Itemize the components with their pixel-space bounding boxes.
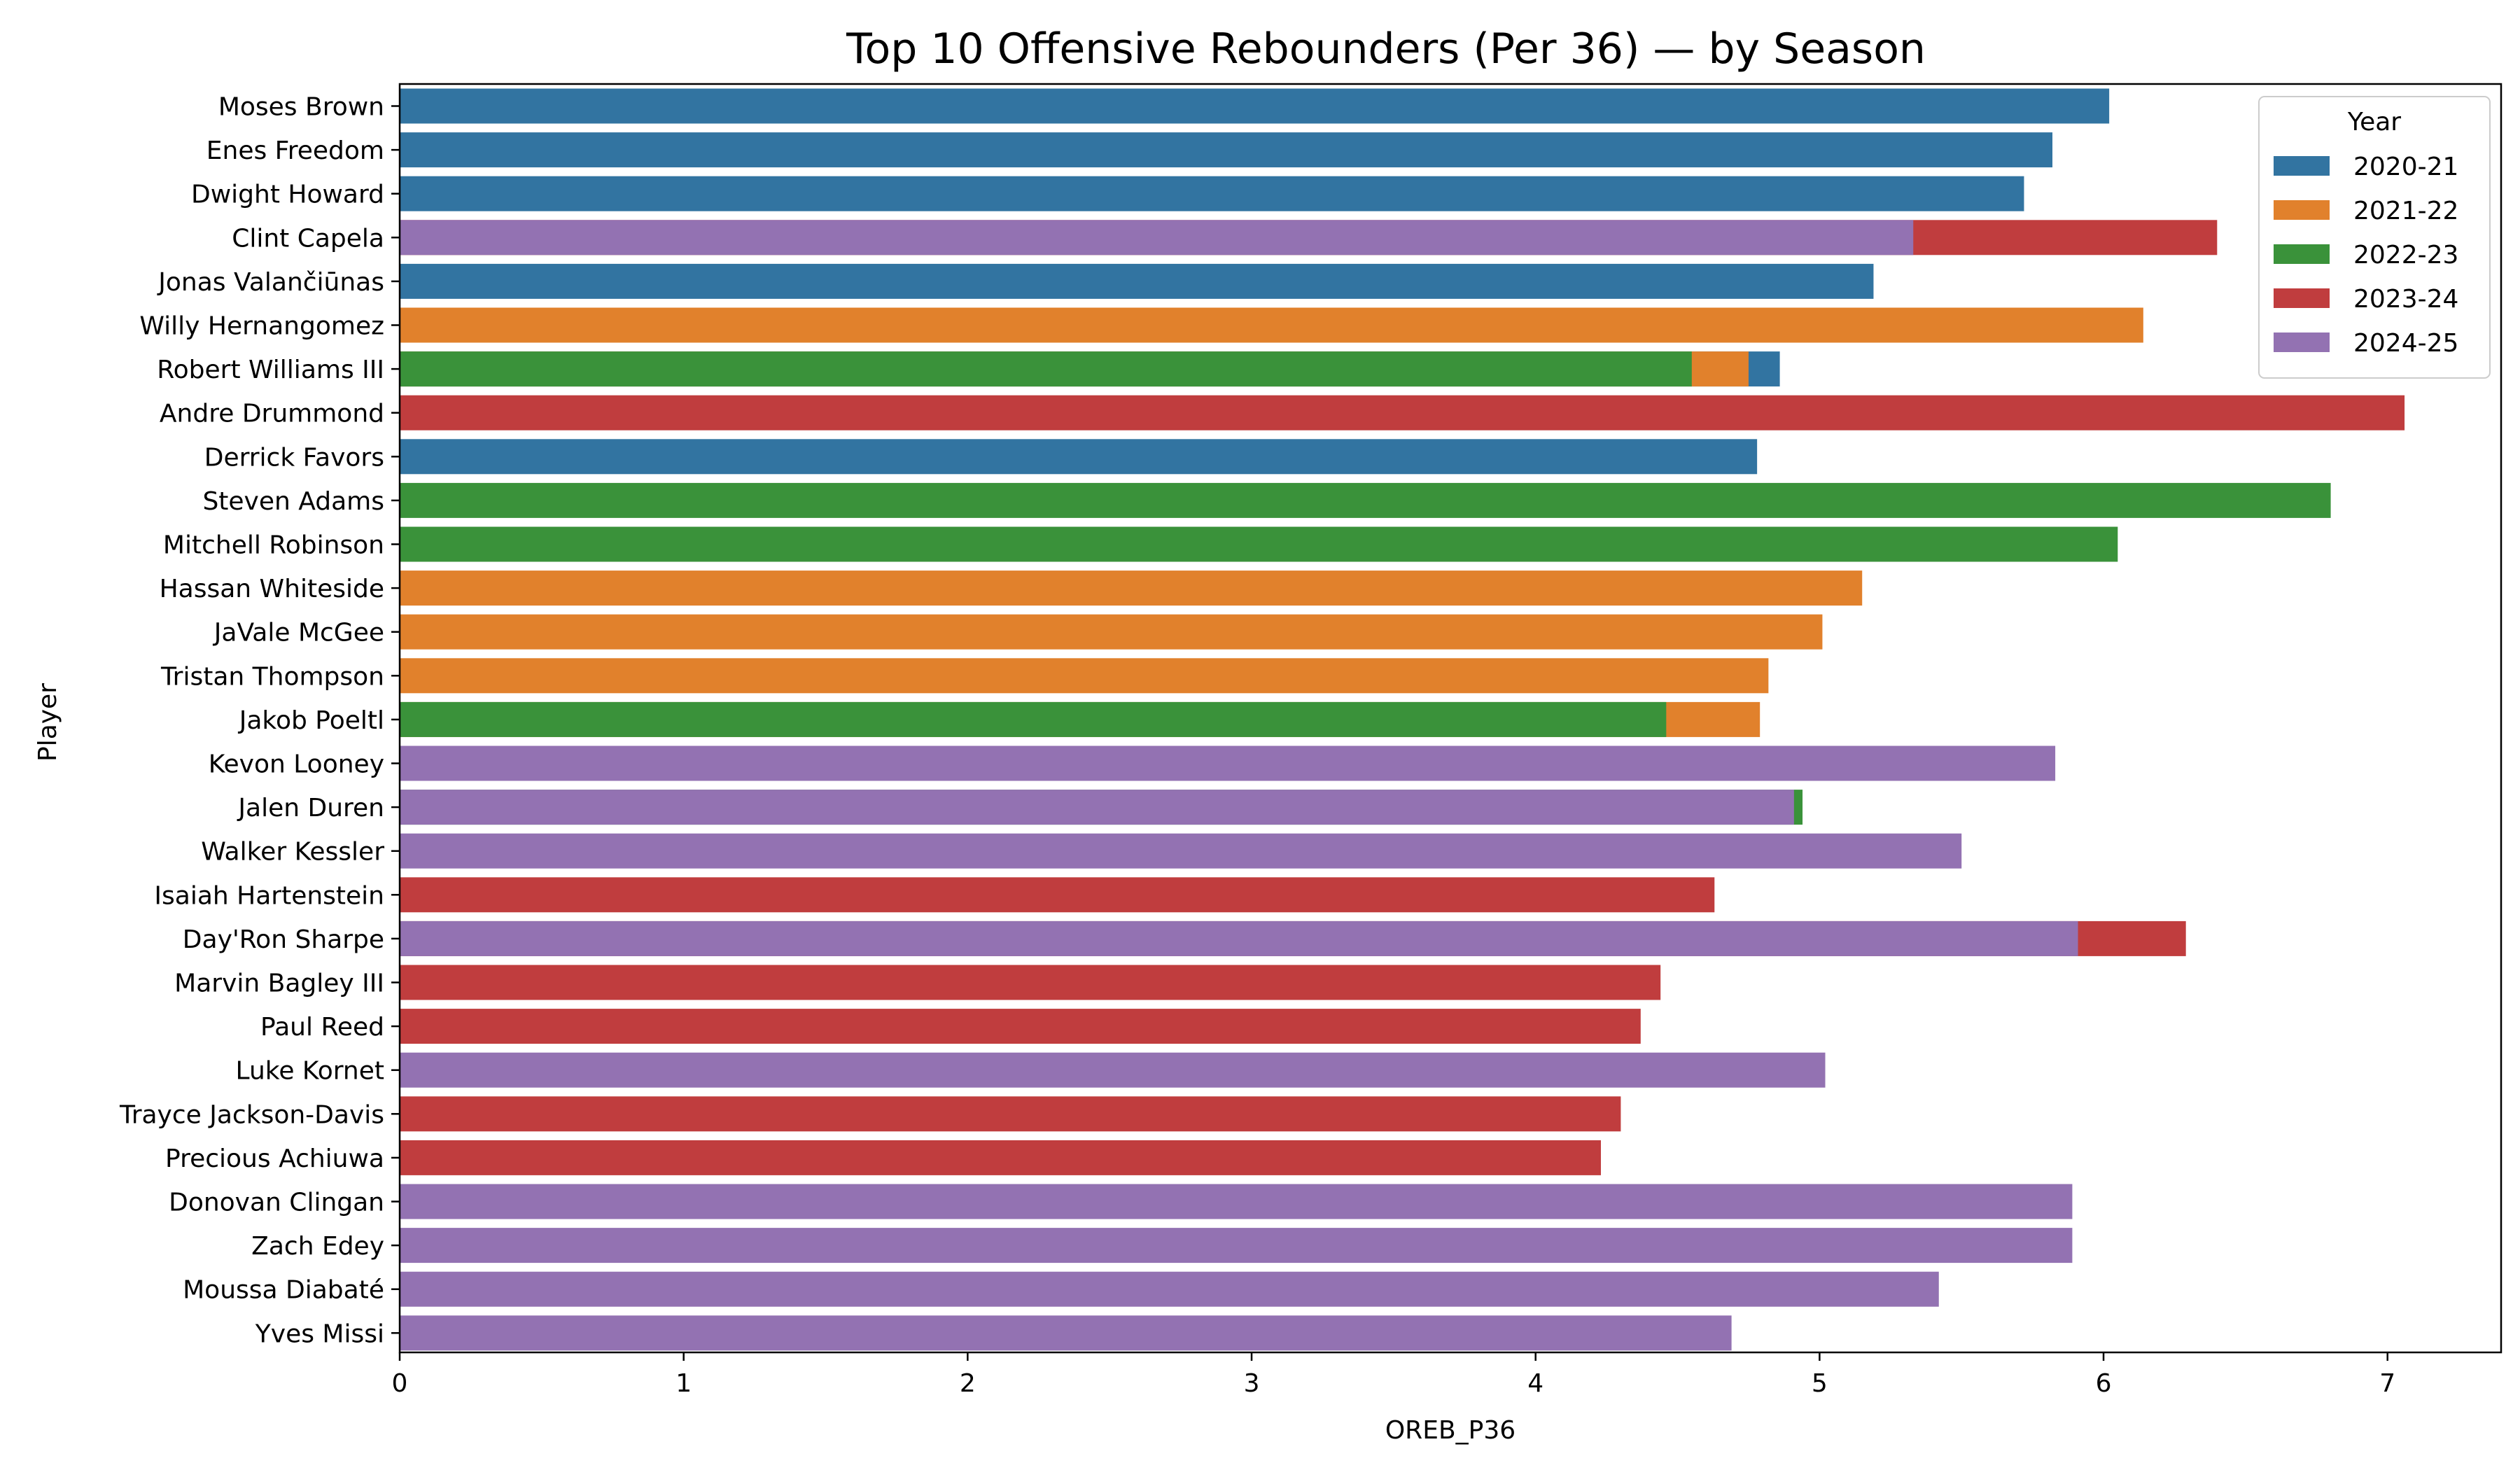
y-tick-label: Moussa Diabaté	[183, 1276, 384, 1305]
y-tick-label: Jakob Poeltl	[238, 706, 384, 735]
bar-2024-25-kevon-looney	[400, 746, 2056, 781]
y-axis-ticks: Moses Brown Enes Freedom Dwight Howard Clin…	[119, 93, 400, 1348]
x-tick-label: 2	[960, 1369, 976, 1398]
y-tick-label: Andre Drummond	[160, 400, 384, 428]
y-tick-label: Dwight Howard	[191, 181, 384, 209]
x-tick-label: 7	[2379, 1369, 2395, 1398]
legend-label: 2020-21	[2353, 153, 2458, 181]
bar-2024-25-day-ron-sharpe	[400, 920, 2078, 956]
bar-2020-21-derrick-favors	[400, 439, 1758, 475]
legend-label: 2021-22	[2353, 197, 2458, 225]
y-tick-label: Robert Williams III	[157, 356, 384, 384]
y-tick-label: Trayce Jackson-Davis	[119, 1100, 384, 1129]
bar-2024-25-clint-capela	[400, 220, 1914, 255]
y-tick-label: Steven Adams	[202, 487, 384, 516]
bar-2020-21-moses-brown	[400, 88, 2110, 124]
legend-title: Year	[2347, 108, 2401, 136]
bar-2020-21-dwight-howard	[400, 176, 2024, 211]
y-axis-label: Player	[34, 683, 62, 762]
y-tick-label: Paul Reed	[260, 1013, 384, 1042]
y-tick-label: Zach Edey	[251, 1232, 384, 1261]
x-axis-ticks: 0 1 2 3 4 5 6 7	[392, 1352, 2395, 1398]
bar-2023-24-paul-reed	[400, 1009, 1641, 1044]
bar-2023-24-andre-drummond	[400, 395, 2405, 430]
bar-2022-23-jakob-poeltl	[400, 701, 1667, 737]
legend-label: 2022-23	[2353, 241, 2458, 270]
bar-2024-25-luke-kornet	[400, 1052, 1826, 1088]
x-tick-label: 3	[1244, 1369, 1260, 1398]
x-tick-label: 5	[1812, 1369, 1828, 1398]
bar-2020-21-enes-freedom	[400, 132, 2053, 168]
legend-swatch	[2274, 288, 2330, 308]
y-tick-label: Enes Freedom	[206, 136, 384, 165]
y-tick-label: Willy Hernangomez	[139, 312, 384, 341]
legend-label: 2024-25	[2353, 329, 2458, 358]
chart-title: Top 10 Offensive Rebounders (Per 36) — b…	[846, 24, 1926, 74]
y-tick-label: Yves Missi	[255, 1320, 384, 1348]
legend-swatch	[2274, 200, 2330, 220]
legend-swatch	[2274, 332, 2330, 352]
y-tick-label: Marvin Bagley III	[174, 969, 384, 998]
y-tick-label: JaVale McGee	[213, 619, 384, 648]
x-tick-label: 0	[392, 1369, 408, 1398]
y-tick-label: Luke Kornet	[236, 1057, 384, 1086]
y-tick-label: Precious Achiuwa	[165, 1144, 384, 1173]
bar-2024-25-yves-missi	[400, 1315, 1732, 1351]
legend: Year 2020-21 2021-22 2022-23 2023-24 2024-25	[2258, 96, 2491, 379]
x-tick-label: 6	[2096, 1369, 2112, 1398]
x-tick-label: 1	[676, 1369, 692, 1398]
y-tick-label: Donovan Clingan	[169, 1189, 384, 1217]
legend-swatch	[2274, 244, 2330, 264]
bar-2022-23-mitchell-robinson	[400, 526, 2118, 562]
legend-swatch	[2274, 156, 2330, 176]
bar-2023-24-isaiah-hartenstein	[400, 877, 1715, 913]
y-tick-label: Mitchell Robinson	[163, 531, 384, 560]
bar-2022-23-robert-williams-iii	[400, 351, 1692, 387]
bar-2024-25-zach-edey	[400, 1228, 2073, 1264]
y-tick-label: Day'Ron Sharpe	[183, 925, 384, 954]
legend-label: 2023-24	[2353, 285, 2458, 314]
x-axis-label: OREB_P36	[1385, 1416, 1516, 1445]
bar-2024-25-donovan-clingan	[400, 1184, 2073, 1219]
y-tick-label: Walker Kessler	[201, 838, 384, 867]
bar-2024-25-moussa-diabat-	[400, 1271, 1939, 1307]
y-tick-label: Clint Capela	[232, 224, 384, 253]
y-tick-label: Hassan Whiteside	[160, 575, 384, 603]
y-tick-label: Jalen Duren	[237, 794, 384, 822]
bar-2021-22-tristan-thompson	[400, 658, 1769, 694]
bar-2021-22-hassan-whiteside	[400, 570, 1863, 606]
bars-layer	[400, 88, 2405, 1351]
plot-frame	[398, 83, 2502, 1354]
y-tick-label: Isaiah Hartenstein	[154, 881, 384, 910]
bar-2023-24-trayce-jackson-davis	[400, 1096, 1621, 1132]
bar-2024-25-jalen-duren	[400, 790, 1794, 825]
y-tick-label: Kevon Looney	[209, 750, 384, 779]
bar-2020-21-jonas-valan-i-nas	[400, 263, 1874, 299]
bar-2023-24-precious-achiuwa	[400, 1140, 1602, 1175]
bar-2021-22-willy-hernangomez	[400, 307, 2143, 343]
y-tick-label: Moses Brown	[218, 93, 384, 122]
bar-2021-22-javale-mcgee	[400, 614, 1823, 650]
bar-2022-23-steven-adams	[400, 482, 2331, 518]
bar-2024-25-walker-kessler	[400, 833, 1962, 869]
legend-items: 2020-21 2021-22 2022-23 2023-24 2024-25	[2274, 153, 2458, 358]
y-tick-label: Derrick Favors	[204, 443, 384, 472]
x-tick-label: 4	[1527, 1369, 1544, 1398]
y-tick-label: Tristan Thompson	[160, 662, 384, 691]
bar-2023-24-marvin-bagley-iii	[400, 965, 1661, 1000]
y-tick-label: Jonas Valančiūnas	[157, 268, 384, 297]
